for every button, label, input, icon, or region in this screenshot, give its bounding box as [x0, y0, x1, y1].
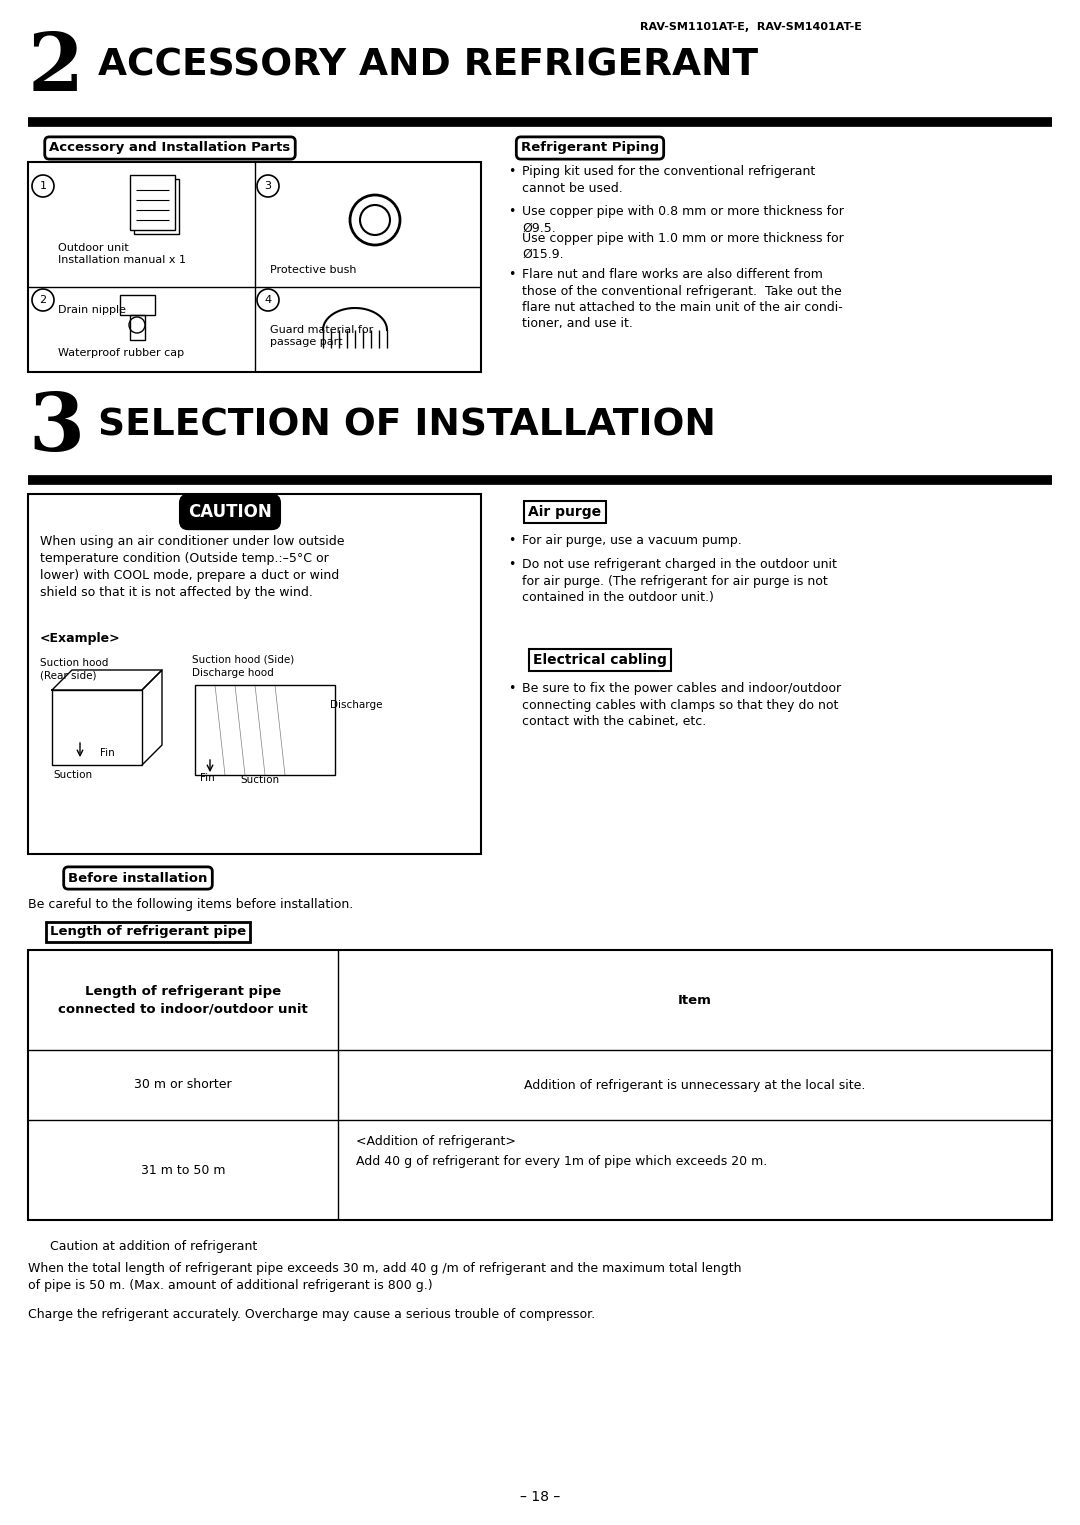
Text: Use copper pipe with 0.8 mm or more thickness for
Ø9.5.: Use copper pipe with 0.8 mm or more thic… — [522, 204, 843, 235]
Text: •: • — [508, 165, 515, 178]
Text: 1: 1 — [40, 181, 46, 191]
Text: Be careful to the following items before installation.: Be careful to the following items before… — [28, 898, 353, 910]
Text: 3: 3 — [265, 181, 271, 191]
Text: Length of refrigerant pipe: Length of refrigerant pipe — [50, 926, 246, 938]
Text: For air purge, use a vacuum pump.: For air purge, use a vacuum pump. — [522, 534, 742, 547]
Text: When using an air conditioner under low outside
temperature condition (Outside t: When using an air conditioner under low … — [40, 535, 345, 599]
Text: Outdoor unit
Installation manual x 1: Outdoor unit Installation manual x 1 — [58, 242, 186, 265]
Text: CAUTION: CAUTION — [188, 503, 272, 522]
Text: When the total length of refrigerant pipe exceeds 30 m, add 40 g /m of refrigera: When the total length of refrigerant pip… — [28, 1263, 742, 1293]
Text: Accessory and Installation Parts: Accessory and Installation Parts — [50, 142, 291, 154]
Text: Flare nut and flare works are also different from
those of the conventional refr: Flare nut and flare works are also diffe… — [522, 268, 842, 331]
Text: Drain nipple: Drain nipple — [58, 305, 126, 316]
Text: RAV-SM1101AT-E,  RAV-SM1401AT-E: RAV-SM1101AT-E, RAV-SM1401AT-E — [640, 21, 862, 32]
Text: Air purge: Air purge — [528, 505, 602, 518]
Text: •: • — [508, 268, 515, 281]
Text: Discharge hood: Discharge hood — [192, 668, 273, 679]
Text: 2: 2 — [40, 294, 46, 305]
Text: Guard material for
passage part: Guard material for passage part — [270, 325, 374, 348]
Text: Waterproof rubber cap: Waterproof rubber cap — [58, 348, 184, 358]
Text: 4: 4 — [265, 294, 271, 305]
Text: Electrical cabling: Electrical cabling — [534, 653, 667, 666]
Text: Protective bush: Protective bush — [270, 265, 356, 274]
Text: Be sure to fix the power cables and indoor/outdoor
connecting cables with clamps: Be sure to fix the power cables and indo… — [522, 682, 841, 727]
Text: ACCESSORY AND REFRIGERANT: ACCESSORY AND REFRIGERANT — [98, 47, 758, 84]
Text: Refrigerant Piping: Refrigerant Piping — [521, 142, 659, 154]
Bar — [28, 162, 481, 372]
Text: Discharge: Discharge — [330, 700, 382, 711]
Text: Caution at addition of refrigerant: Caution at addition of refrigerant — [50, 1240, 257, 1254]
Text: – 18 –: – 18 – — [519, 1490, 561, 1504]
Text: Addition of refrigerant is unnecessary at the local site.: Addition of refrigerant is unnecessary a… — [524, 1078, 866, 1092]
Bar — [52, 689, 141, 766]
Bar — [130, 316, 145, 340]
Text: Do not use refrigerant charged in the outdoor unit
for air purge. (The refrigera: Do not use refrigerant charged in the ou… — [522, 558, 837, 604]
Text: •: • — [508, 204, 515, 218]
Text: Add 40 g of refrigerant for every 1m of pipe which exceeds 20 m.: Add 40 g of refrigerant for every 1m of … — [356, 1154, 767, 1168]
Bar — [195, 685, 335, 775]
Text: Before installation: Before installation — [68, 871, 207, 884]
Text: Piping kit used for the conventional refrigerant
cannot be used.: Piping kit used for the conventional ref… — [522, 165, 815, 195]
Text: •: • — [508, 534, 515, 547]
Text: Suction: Suction — [240, 775, 279, 785]
Text: 3: 3 — [28, 390, 84, 468]
Text: <Addition of refrigerant>: <Addition of refrigerant> — [356, 1135, 516, 1148]
Text: Charge the refrigerant accurately. Overcharge may cause a serious trouble of com: Charge the refrigerant accurately. Overc… — [28, 1308, 595, 1321]
Text: 31 m to 50 m: 31 m to 50 m — [140, 1164, 226, 1176]
Text: Use copper pipe with 1.0 mm or more thickness for
Ø15.9.: Use copper pipe with 1.0 mm or more thic… — [522, 232, 843, 261]
Bar — [28, 494, 481, 854]
Text: Suction hood (Side): Suction hood (Side) — [192, 656, 294, 665]
Bar — [120, 294, 156, 316]
Text: •: • — [508, 682, 515, 695]
Text: Suction hood
(Rear side): Suction hood (Rear side) — [40, 657, 108, 680]
Text: •: • — [508, 558, 515, 570]
Text: Fin: Fin — [200, 773, 215, 782]
Text: Suction: Suction — [53, 770, 92, 779]
Text: Length of refrigerant pipe
connected to indoor/outdoor unit: Length of refrigerant pipe connected to … — [58, 985, 308, 1016]
Text: 30 m or shorter: 30 m or shorter — [134, 1078, 232, 1092]
Text: 2: 2 — [28, 30, 84, 108]
Text: Fin: Fin — [100, 747, 114, 758]
Text: SELECTION OF INSTALLATION: SELECTION OF INSTALLATION — [98, 409, 716, 444]
Bar — [134, 178, 179, 233]
Bar — [28, 950, 1052, 1220]
Text: <Example>: <Example> — [40, 631, 121, 645]
Text: Item: Item — [678, 993, 712, 1007]
Bar — [130, 175, 175, 230]
